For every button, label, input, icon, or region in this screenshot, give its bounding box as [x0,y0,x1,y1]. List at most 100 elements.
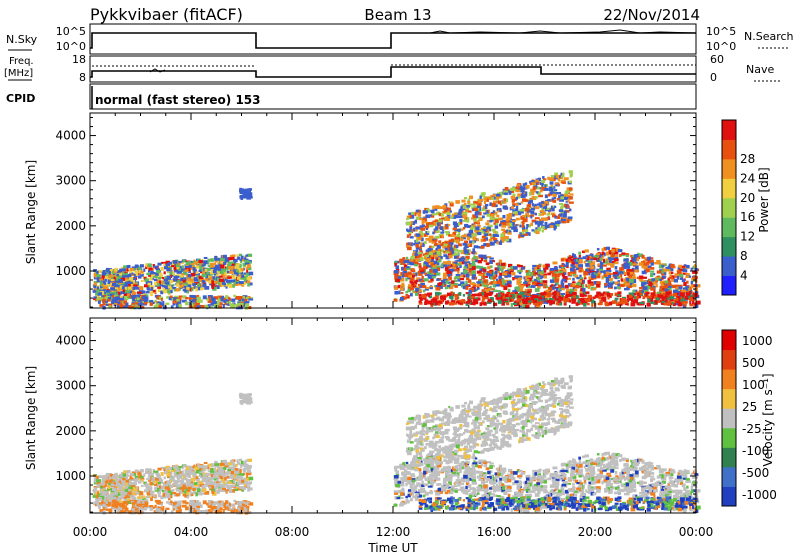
power-cell [517,193,520,196]
power-cell [433,223,436,226]
power-cell [544,188,548,191]
velocity-cell [139,491,143,495]
power-cell [535,213,537,216]
nsky-panel: N.Sky 10^5 10^0 10^5 10^0 N.Search [6,24,794,54]
power-cell [221,268,226,271]
power-cell [130,268,134,271]
power-cell [499,268,501,271]
power-cell [395,279,400,282]
power-cell [561,258,564,261]
power-cell [425,255,429,258]
power-cell [657,270,662,273]
y-tick-label: 1000 [55,264,86,278]
power-cell [463,275,465,277]
power-cell [609,259,612,263]
power-cell [456,245,458,248]
power-cell [558,271,563,274]
power-cell [172,284,174,286]
power-cell [244,193,248,196]
power-cell [554,206,556,208]
power-cell [554,284,556,287]
power-cell [412,275,415,278]
nsearch-tick-top: 10^5 [706,25,736,38]
power-cell [104,279,106,282]
power-cell [125,282,128,285]
power-cell [547,213,551,215]
colorbar-segment [722,159,736,179]
power-cell [180,275,184,277]
power-cell [550,225,554,228]
power-cell [486,273,490,276]
power-cell [220,264,224,268]
power-cell [451,234,454,237]
power-cell [561,283,564,287]
power-cell [617,277,620,279]
power-cell [505,239,509,241]
power-cell [538,213,540,216]
nave-label: Nave [746,63,774,76]
nsearch-label: N.Search [744,30,794,43]
power-cell [463,206,467,209]
power-cell [568,216,573,219]
power-cell [115,300,118,303]
power-cell [580,288,582,291]
power-cell [564,210,567,213]
velocity-cell [247,488,250,491]
power-cell [659,289,663,291]
power-cell [566,219,569,223]
power-cell [463,227,465,230]
power-cell [496,231,498,234]
power-cell [606,272,610,275]
power-cell [111,287,115,290]
power-cell [177,271,182,274]
power-cell [508,191,511,195]
power-cell [437,222,440,226]
power-cell [578,270,582,272]
colorbar-tick-label: 8 [740,249,748,263]
power-cell [93,296,97,298]
power-cell [464,203,467,205]
power-cell [245,254,248,256]
power-cell [641,255,644,259]
power-cell [409,243,411,245]
power-cell [432,213,437,215]
power-cell [496,279,498,281]
power-cell [671,268,674,271]
title-center: Beam 13 [364,6,431,24]
power-cell [245,303,247,307]
power-cell [558,178,560,182]
power-cell [543,207,547,209]
power-cell [506,214,510,216]
power-cell [609,302,613,306]
power-cell [464,220,469,222]
power-cell [593,288,597,290]
power-cell [455,297,459,300]
power-cell [450,247,453,250]
power-cell [519,209,524,211]
power-cell [411,270,415,272]
power-cell [419,294,422,297]
power-cell [234,266,239,269]
power-cell [511,303,513,307]
power-cell [540,204,543,207]
power-cell [560,265,564,267]
power-cell [454,269,458,271]
power-cell [168,286,172,288]
freq-label: Freq. [9,56,34,67]
power-cell [456,260,460,262]
power-cell [531,229,534,231]
power-cell [597,248,600,250]
power-cell [495,225,499,228]
power-cell [609,278,613,281]
power-cell [465,286,468,290]
power-cell [529,232,531,236]
power-cell [165,281,170,284]
power-cell [552,286,555,289]
power-cell [561,288,565,290]
power-cell [469,290,473,294]
power-cell [453,228,457,231]
power-cell [219,276,223,278]
power-cell [595,271,597,273]
power-cell [153,290,156,293]
power-cell [515,203,518,206]
